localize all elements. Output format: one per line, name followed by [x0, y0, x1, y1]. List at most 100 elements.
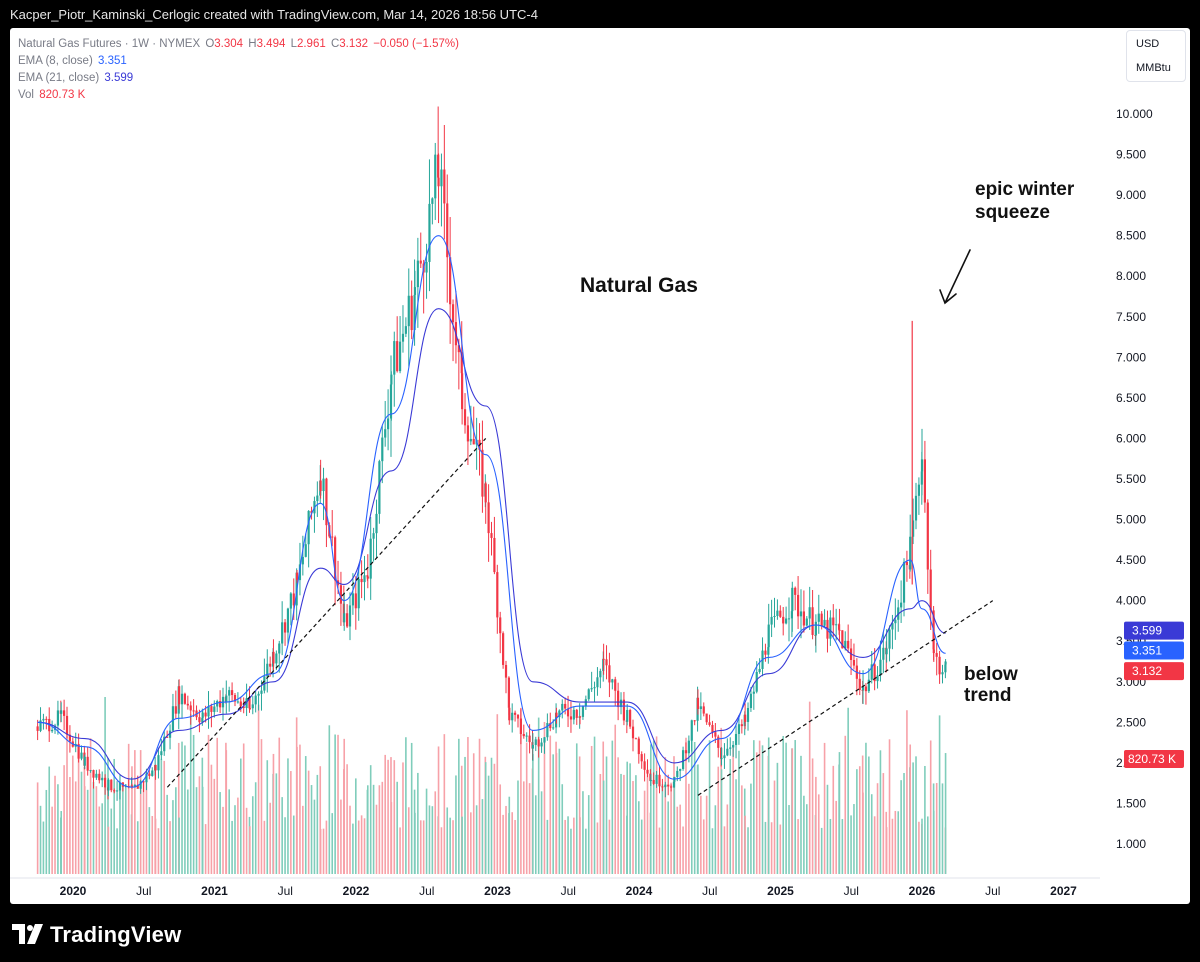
volume-bar: [552, 754, 554, 874]
candle-body: [799, 611, 803, 617]
candle-body: [233, 695, 237, 702]
volume-bar: [643, 790, 646, 874]
volume-bar: [602, 780, 605, 874]
candle-body: [646, 769, 649, 774]
volume-bar: [758, 740, 761, 874]
volume-bar: [661, 784, 664, 874]
candle-body: [292, 593, 295, 606]
currency-label[interactable]: USD: [1136, 38, 1160, 50]
candle-body: [401, 333, 405, 342]
candle-body: [151, 770, 154, 776]
y-tick-label: 7.000: [1116, 350, 1146, 364]
volume-bar: [915, 756, 917, 874]
volume-bar: [207, 734, 210, 874]
currency-unit-selector[interactable]: USD MMBtu: [1126, 30, 1186, 82]
annotation-natural-gas: Natural Gas: [580, 274, 698, 297]
volume-bar: [573, 817, 575, 874]
candle-body: [334, 537, 337, 581]
legend-ema8-row[interactable]: EMA (8, close) 3.351: [18, 53, 461, 70]
candle-body: [611, 679, 614, 683]
volume-bar: [201, 786, 204, 874]
y-tick-label: 10.000: [1116, 107, 1153, 121]
candle-body: [230, 690, 234, 696]
volume-bar: [879, 750, 882, 874]
price-chart[interactable]: 10.000 9.500 9.000 8.500 8.000 7.500 7.000 6.50…: [10, 28, 1190, 904]
candle-body: [216, 701, 219, 707]
volume-bar: [800, 755, 802, 874]
volume-bar: [520, 709, 522, 874]
candle-body: [764, 650, 767, 655]
candle-body: [407, 295, 410, 327]
legend-ohlc-row[interactable]: Natural Gas Futures · 1W · NYMEX O3.304 …: [18, 36, 461, 53]
candle-body: [823, 619, 826, 626]
volume-bar: [470, 812, 472, 874]
volume-bar: [496, 714, 499, 874]
candle-body: [115, 790, 119, 792]
candle-body: [504, 664, 508, 678]
candle-body: [543, 737, 546, 743]
volume-bar: [325, 820, 328, 874]
volume-bar: [832, 765, 835, 874]
candle-body: [56, 710, 60, 726]
volume-bar: [649, 744, 652, 874]
candle-body: [192, 710, 195, 712]
volume-bar: [51, 806, 53, 874]
candle-body: [578, 716, 582, 718]
candle-body: [416, 260, 419, 288]
candle-body: [602, 658, 605, 660]
volume-bar: [231, 820, 233, 874]
candle-body: [909, 536, 912, 570]
volume-bar: [638, 801, 640, 874]
candle-body: [791, 587, 794, 612]
candle-body: [525, 735, 528, 737]
candle-body: [832, 617, 835, 626]
x-tick-label: 2020: [60, 884, 87, 898]
volume-bar: [154, 818, 157, 874]
volume-bar: [310, 785, 313, 874]
candle-body: [652, 779, 655, 784]
volume-bar: [723, 826, 726, 874]
candle-body: [558, 710, 561, 718]
candle-body: [920, 459, 924, 472]
candle-body: [65, 715, 69, 735]
candle-body: [852, 659, 856, 666]
candle-body: [794, 587, 797, 595]
y-tick-label: 9.500: [1116, 148, 1146, 162]
volume-bar: [858, 766, 861, 874]
candle-body: [360, 578, 363, 583]
chart-panel[interactable]: 10.000 9.500 9.000 8.500 8.000 7.500 7.000 6.50…: [10, 28, 1190, 904]
legend-volume-row[interactable]: Vol 820.73 K: [18, 87, 461, 104]
volume-bar: [578, 756, 581, 874]
volume-bar: [384, 754, 386, 874]
candle-body: [472, 438, 475, 445]
candle-body: [289, 593, 292, 609]
candle-body: [260, 690, 263, 694]
candle-body: [858, 678, 861, 690]
unit-label[interactable]: MMBtu: [1136, 62, 1171, 74]
candle-body: [198, 717, 201, 723]
candle-body: [443, 169, 446, 204]
candle-body: [779, 610, 782, 617]
candle-body: [283, 622, 287, 633]
tradingview-logo[interactable]: TradingView: [12, 922, 181, 948]
legend-ema21-row[interactable]: EMA (21, close) 3.599: [18, 70, 461, 87]
volume-bar: [472, 753, 475, 874]
volume-bar: [110, 808, 113, 874]
candle-body: [107, 779, 110, 791]
candle-body: [617, 690, 620, 708]
candle-body: [207, 706, 210, 717]
volume-bar: [729, 759, 732, 874]
volume-bar: [177, 742, 180, 874]
volume-bar: [820, 827, 823, 874]
candle-body: [681, 750, 685, 770]
candle-body: [92, 770, 95, 778]
candle-body: [569, 716, 573, 720]
candle-body: [734, 733, 738, 745]
volume-bar: [499, 784, 502, 874]
candle-body: [626, 709, 629, 722]
candle-body: [186, 703, 189, 706]
volume-bar: [54, 775, 56, 874]
volume-bar: [251, 796, 254, 874]
candle-body: [363, 575, 366, 583]
volume-bar: [720, 769, 723, 874]
